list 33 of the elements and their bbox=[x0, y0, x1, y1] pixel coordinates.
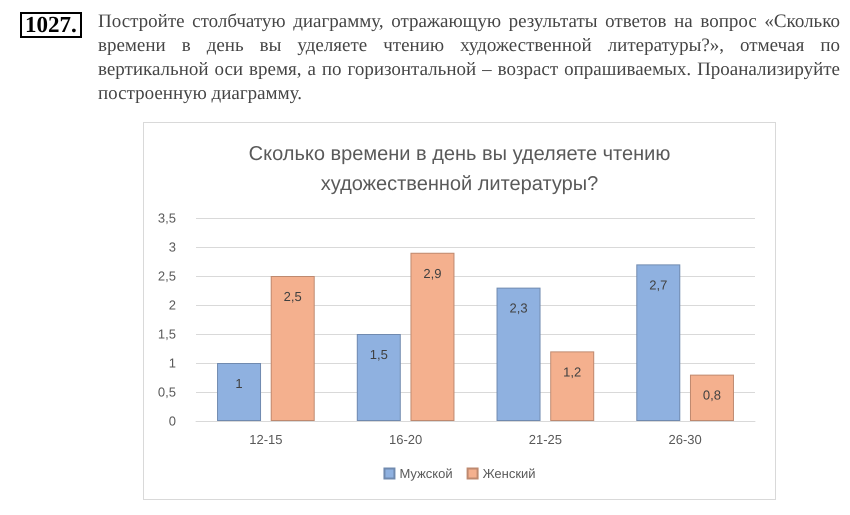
bar bbox=[636, 264, 680, 421]
data-label: 2,9 bbox=[423, 266, 442, 281]
bar bbox=[410, 252, 454, 421]
bar bbox=[356, 334, 401, 421]
y-tick-label: 0 bbox=[168, 414, 176, 428]
legend-label: Женский bbox=[482, 466, 536, 481]
data-label: 2,3 bbox=[509, 300, 528, 316]
legend-label: Мужской bbox=[399, 466, 453, 481]
y-tick-label: 1,5 bbox=[158, 326, 176, 342]
text: 1027. bbox=[20, 12, 82, 38]
data-label: 2,5 bbox=[284, 289, 302, 304]
y-tick-label: 1 bbox=[168, 356, 176, 370]
text: Постройте столбчатую диаграмму, отражающую результаты ответов на вопрос «Сколько времени в день вы уделяете чтению художественной литературы?», отмечая по вертикальной оси время, а по горизонтальной – возраст опрашиваемых. Проанализируйте построенную диаграмму. bbox=[98, 10, 840, 106]
data-label: 1,5 bbox=[370, 347, 388, 362]
bar bbox=[270, 276, 315, 421]
chart-title: Сколько времени в день вы уделяете чтению художественной литературы? bbox=[248, 142, 672, 197]
x-tick-label: 16-20 bbox=[389, 432, 422, 447]
data-label: 1 bbox=[235, 376, 243, 391]
y-tick-label: 3 bbox=[168, 240, 176, 254]
y-tick-label: 2 bbox=[168, 298, 176, 312]
bar bbox=[496, 288, 541, 421]
data-label: 0,8 bbox=[702, 388, 722, 403]
bar bbox=[217, 363, 262, 421]
y-tick-label: 0,5 bbox=[158, 384, 176, 400]
bar bbox=[550, 351, 594, 421]
bar bbox=[690, 374, 734, 421]
x-tick-label: 26-30 bbox=[668, 432, 702, 447]
data-label: 1,2 bbox=[563, 364, 582, 380]
y-tick-label: 3,5 bbox=[158, 210, 176, 226]
x-tick-label: 21-25 bbox=[528, 432, 562, 447]
y-tick-label: 2,5 bbox=[158, 268, 176, 284]
x-tick-label: 12-15 bbox=[249, 432, 282, 447]
data-label: 2,7 bbox=[649, 277, 668, 292]
